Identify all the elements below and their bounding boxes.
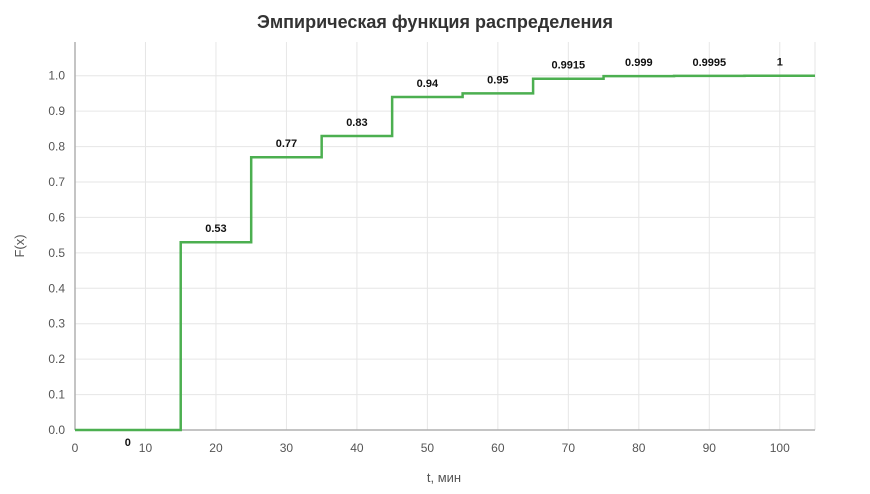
x-tick-label: 100 <box>770 441 790 455</box>
y-tick-label: 0.0 <box>48 423 65 437</box>
data-label: 0.83 <box>346 117 367 129</box>
data-label: 0.999 <box>625 57 653 69</box>
data-label: 0.94 <box>417 78 439 90</box>
y-tick-label: 0.8 <box>48 140 65 154</box>
x-tick-label: 40 <box>350 441 364 455</box>
x-tick-label: 90 <box>703 441 717 455</box>
data-label: 0.9995 <box>692 57 726 69</box>
x-tick-label: 0 <box>72 441 79 455</box>
series-step-line <box>75 74 815 432</box>
chart-title: Эмпирическая функция распределения <box>257 12 613 32</box>
data-label: 1 <box>777 57 783 69</box>
y-tick-label: 0.1 <box>48 388 65 402</box>
step-line <box>75 74 815 432</box>
x-tick-label: 20 <box>209 441 223 455</box>
y-tick-label: 0.4 <box>48 281 65 295</box>
y-tick-label: 0.2 <box>48 352 65 366</box>
y-axis-label: F(x) <box>12 234 27 257</box>
data-label: 0.95 <box>487 74 508 86</box>
x-tick-labels: 0 10 20 30 40 50 60 70 80 90 100 <box>72 441 790 455</box>
x-tick-label: 60 <box>491 441 505 455</box>
y-tick-label: 0.6 <box>48 210 65 224</box>
y-tick-label: 0.5 <box>48 246 65 260</box>
y-tick-label: 1.0 <box>48 69 65 83</box>
x-tick-label: 70 <box>562 441 576 455</box>
y-tick-label: 0.3 <box>48 317 65 331</box>
y-tick-label: 0.9 <box>48 104 65 118</box>
x-tick-label: 50 <box>421 441 435 455</box>
data-label: 0.9915 <box>552 60 586 72</box>
data-label: 0 <box>125 437 131 449</box>
data-label: 0.53 <box>205 223 226 235</box>
y-tick-label: 0.7 <box>48 175 65 189</box>
y-tick-labels: 0.0 0.1 0.2 0.3 0.4 0.5 0.6 0.7 0.8 0.9 1.0 <box>48 69 65 437</box>
data-label: 0.77 <box>276 138 297 150</box>
x-tick-label: 80 <box>632 441 646 455</box>
axes <box>74 42 815 431</box>
x-tick-label: 10 <box>139 441 153 455</box>
data-labels: 0 0.53 0.77 0.83 0.94 0.95 0.9915 0.999 0.9995 1 <box>125 57 783 449</box>
x-axis-label: t, мин <box>427 470 461 485</box>
grid <box>74 42 816 431</box>
x-tick-label: 30 <box>280 441 294 455</box>
